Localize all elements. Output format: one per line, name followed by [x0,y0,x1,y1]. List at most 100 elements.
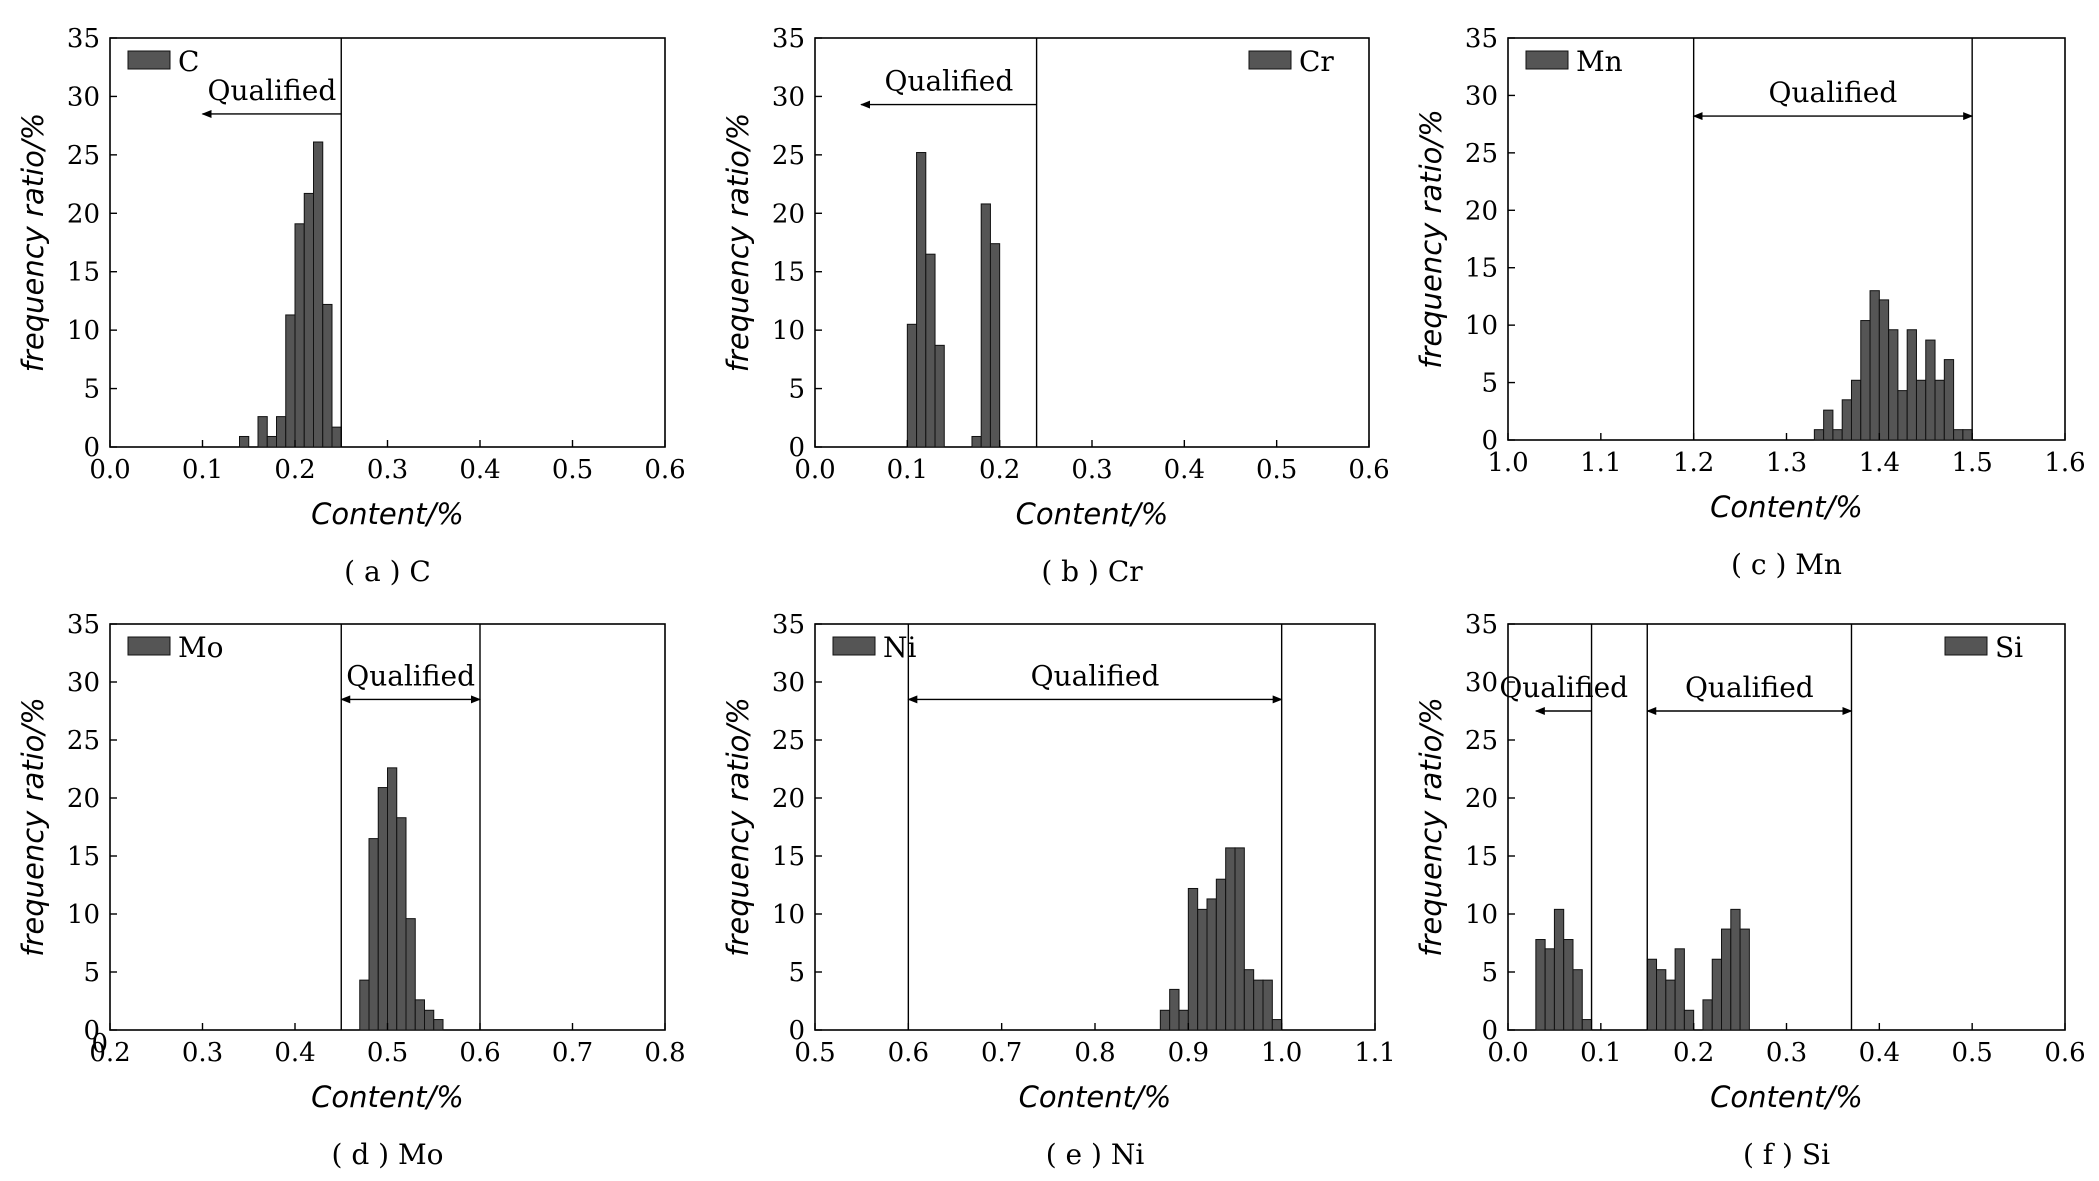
histogram-bar [257,416,268,448]
histogram-bar [1934,379,1945,441]
y-tick-label: 15 [1465,842,1498,872]
histogram-bar [916,152,927,448]
x-tick-label: 0.5 [794,1038,835,1068]
panel-c-manganese: Qualified 0 5 10 15 20 25 30 35 1.0 1.1 1.2 1.3 1.4 1.… [1414,24,2086,581]
histogram-bar [1953,429,1964,441]
histogram-bar [1683,1009,1695,1031]
x-axis-label: Content/% [311,1080,464,1114]
qualified-label: Qualified [885,65,1014,98]
histogram-bar [405,918,416,1031]
panel-caption: ( b ) Cr [1041,555,1143,588]
histogram-bar [1832,429,1843,441]
y-tick-label: 15 [67,842,100,872]
panel-caption: ( a ) C [344,555,431,588]
legend-swatch [832,636,876,656]
panel-caption: ( f ) Si [1743,1138,1830,1171]
x-tick-label: 0.5 [367,1038,408,1068]
legend-swatch [1944,636,1988,656]
qualified-label: Qualified [1499,671,1628,704]
histogram-bar [1253,979,1264,1031]
histogram-bar [313,141,324,448]
histogram-bar [1841,399,1852,441]
y-tick-label: 30 [1465,81,1498,111]
histogram-bar [377,787,388,1031]
plot-frame [814,37,1370,448]
y-tick-label: 15 [772,842,805,872]
histogram-bar [1197,908,1208,1031]
panel-caption: ( d ) Mo [332,1138,444,1171]
x-tick-label: 0.1 [182,455,223,485]
y-tick-label: 35 [1465,610,1498,640]
histogram-bar [989,243,1001,448]
x-tick-label: 0.3 [367,455,408,485]
histogram-bar [1225,847,1236,1031]
y-tick-label: 10 [1465,311,1498,341]
x-tick-label: 0.3 [1071,455,1112,485]
x-tick-label: 0.8 [644,1038,685,1068]
x-tick-label: 0.3 [1766,1038,1807,1068]
histogram-bar [1897,390,1908,441]
histogram-bar [1813,429,1825,441]
x-tick-label: 1.0 [1261,1038,1302,1068]
y-axis-label: frequency ratio/% [16,113,50,373]
histogram-bar [1178,1009,1189,1031]
histogram-bar [1878,299,1890,441]
x-tick-label: 0.3 [182,1038,223,1068]
x-tick-label: 0.6 [644,455,685,485]
plot-frame [109,37,666,448]
x-tick-label: 0.4 [274,1038,315,1068]
x-tick-label: 0.5 [552,455,593,485]
histogram-bar [1187,887,1199,1031]
y-tick-label: 5 [788,958,805,988]
histogram-bar [906,323,918,448]
x-tick-label: 0.4 [1859,1038,1900,1068]
y-axis-label: frequency ratio/% [721,113,755,373]
y-tick-label: 35 [772,610,805,640]
x-tick-label: 0.5 [1256,455,1297,485]
histogram-bar [1721,928,1732,1031]
y-tick-label: 15 [67,258,100,288]
y-tick-label: 5 [788,375,805,405]
y-tick-label: 5 [1481,958,1498,988]
legend-swatch [127,50,171,70]
legend-swatch [1248,50,1292,70]
histogram-bar [1850,379,1862,441]
y-tick-label: 10 [67,900,100,930]
legend-label: Mo [178,631,224,664]
x-tick-label: 0.2 [979,455,1020,485]
y-tick-label: 20 [772,199,805,229]
x-tick-label: 0.7 [552,1038,593,1068]
y-tick-label: 0 [788,433,805,463]
histogram-bar [368,838,379,1031]
histogram-bar [1702,999,1713,1031]
x-axis-label: Content/% [1710,1080,1863,1114]
y-tick-label: 35 [67,24,100,54]
histogram-bar [934,344,945,448]
legend-swatch [127,636,171,656]
legend-label: Si [1995,631,2023,664]
y-tick-label: 0 [83,433,100,463]
histogram-bar [1711,958,1723,1031]
histogram-bar [1860,320,1871,441]
histogram-bar [1665,979,1676,1031]
panel-e-nickel: Qualified 0 5 10 15 20 25 30 35 0.5 0.6 0.7 0.8 0.9 1.… [721,610,1396,1171]
y-axis-label: frequency ratio/% [1414,697,1448,957]
x-tick-label: 1.4 [1859,448,1900,478]
y-tick-label: 5 [83,375,100,405]
y-tick-label: 20 [67,199,100,229]
histogram-bar [266,435,277,448]
y-tick-label: 25 [67,726,100,756]
qualified-label: Qualified [346,659,475,692]
y-tick-label: 30 [772,668,805,698]
histogram-bar [1215,878,1227,1031]
histogram-bar [424,1009,435,1031]
x-tick-label: 0.8 [1074,1038,1115,1068]
y-tick-label: 25 [67,141,100,171]
histogram-bar [1823,409,1834,441]
histogram-bar [1730,908,1741,1031]
y-tick-label: 30 [772,82,805,112]
y-tick-label: 15 [1465,254,1498,284]
x-tick-label: 0.5 [1951,1038,1992,1068]
histogram-bar [1572,969,1583,1031]
